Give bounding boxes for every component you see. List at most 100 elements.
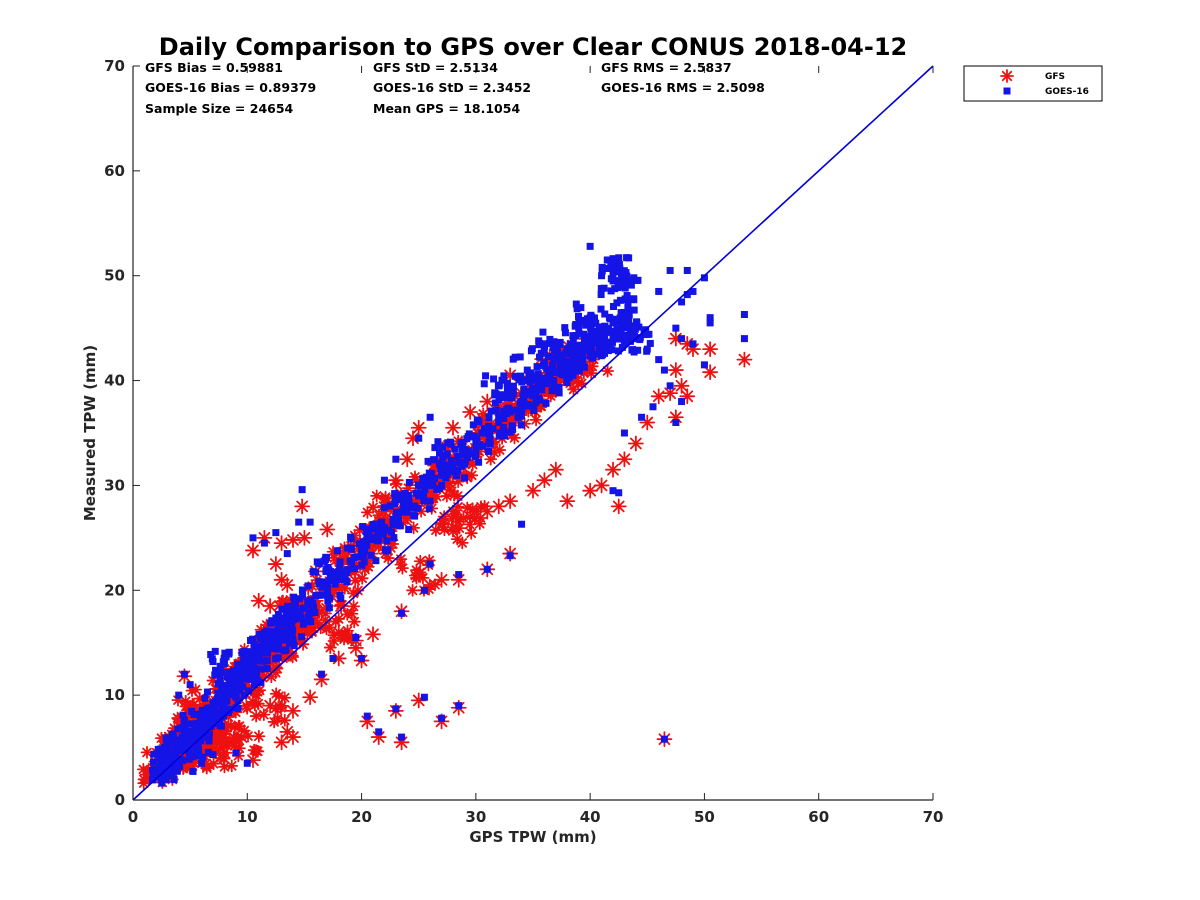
gfs-point [347, 615, 361, 629]
goes16-point [299, 620, 307, 628]
goes16-point [617, 325, 625, 333]
gfs-bias-stat: GFS Bias = 0.59881 [145, 60, 283, 75]
goes16-point [192, 747, 200, 755]
goes16-point [436, 449, 444, 457]
goes16-point [632, 276, 640, 284]
goes16-point [272, 655, 280, 663]
goes16-point [220, 660, 228, 668]
gfs-point [525, 482, 541, 499]
goes16-point [289, 626, 297, 634]
axes-layer: 0 10 20 30 40 50 60 70 0 10 20 30 40 50 60 70 [104, 57, 943, 826]
goes16-point [550, 377, 558, 385]
goes16-point [245, 687, 253, 695]
goes16-point [398, 609, 406, 617]
goes16-point [405, 478, 413, 486]
goes16-point [315, 560, 323, 568]
goes16-point [240, 691, 248, 699]
goes16-point [351, 565, 359, 573]
goes16-point [291, 608, 299, 616]
gfs-point [582, 482, 599, 499]
gfs-point [224, 719, 238, 733]
gfs-std-stat: GFS StD = 2.5134 [373, 60, 498, 75]
x-ticks: 0 10 20 30 40 50 60 70 [128, 66, 943, 826]
goes16-point [520, 385, 528, 393]
goes16-point [598, 329, 606, 337]
goes16-point [175, 691, 183, 699]
gfs-point [355, 571, 369, 585]
gfs-point [593, 477, 610, 494]
goes16-point [220, 712, 228, 720]
goes16-point [239, 683, 247, 691]
goes16-point [196, 726, 204, 734]
goes16-point [546, 335, 554, 343]
goes16-point [503, 384, 511, 392]
goes16-point [204, 748, 212, 756]
goes16-point [285, 608, 293, 616]
goes16-point [603, 256, 611, 264]
goes16-point [609, 319, 617, 327]
goes16-point [192, 752, 200, 760]
goes16-point [482, 372, 490, 380]
goes16-point [214, 710, 222, 718]
goes16-point [299, 592, 307, 600]
goes16-point [396, 508, 404, 516]
goes16-point [469, 421, 477, 429]
goes16-point [591, 327, 599, 335]
goes16-point [401, 497, 409, 505]
gfs-point [251, 697, 265, 711]
gfs-point [273, 734, 290, 751]
goes16-point [335, 567, 343, 575]
goes16-point [454, 467, 462, 475]
goes16-point [186, 681, 194, 689]
gfs-point [252, 729, 266, 743]
goes16-point [391, 499, 399, 507]
goes16-point [163, 756, 171, 764]
goes16-point [586, 242, 594, 250]
goes16-point [323, 586, 331, 594]
goes16-point [290, 642, 298, 650]
goes16-point [216, 662, 224, 670]
goes16-point [518, 398, 526, 406]
goes16-point [483, 565, 491, 573]
gfs-point [433, 571, 450, 588]
goes16-point [555, 389, 563, 397]
goes16-point [336, 558, 344, 566]
goes16-point [216, 674, 224, 682]
goes16-point [623, 335, 631, 343]
goes16-point [154, 750, 162, 758]
gfs-point [338, 581, 352, 595]
gfs-point [366, 500, 380, 514]
gfs-point [140, 746, 154, 759]
goes16-point [601, 322, 609, 330]
gfs-point [240, 701, 254, 715]
goes16-point [559, 368, 567, 376]
goes16-point [266, 636, 274, 644]
goes16-point [464, 433, 472, 441]
goes16-point [180, 726, 188, 734]
goes16-point [630, 325, 638, 333]
goes16-point [442, 469, 450, 477]
goes16-point [303, 617, 311, 625]
series-goes16 [148, 242, 748, 787]
goes16-point [228, 673, 236, 681]
goes16-point [415, 492, 423, 500]
gfs-point [413, 554, 427, 568]
goes16-point [300, 604, 308, 612]
one-to-one-reference-line [132, 65, 934, 801]
goes16-rms-stat: GOES-16 RMS = 2.5098 [601, 80, 765, 95]
goes16-point [279, 615, 287, 623]
goes16-point [537, 349, 545, 357]
goes16-point [189, 767, 197, 775]
goes16-point [149, 773, 157, 781]
gfs-point [285, 702, 301, 719]
goes16-point [569, 336, 577, 344]
gfs-point [285, 729, 301, 745]
goes16-point [380, 523, 388, 531]
goes16-point [597, 285, 605, 293]
goes16-point [434, 438, 442, 446]
goes16-point [289, 616, 297, 624]
goes16-point [587, 328, 595, 336]
goes16-point [569, 353, 577, 361]
goes16-point [247, 653, 255, 661]
goes16-point [180, 746, 188, 754]
